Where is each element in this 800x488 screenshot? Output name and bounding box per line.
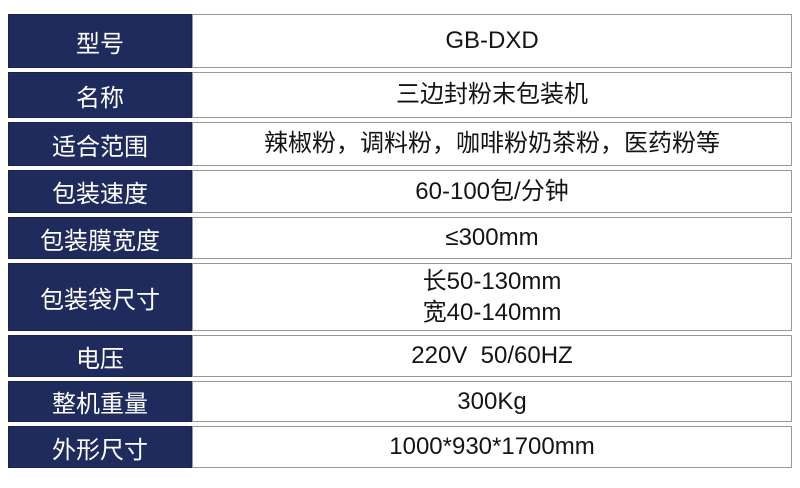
row-value-bag-size: 长50-130mm 宽40-140mm: [192, 263, 792, 331]
row-value-film-width: ≤300mm: [192, 217, 792, 259]
table-row: 电压 220V 50/60HZ: [8, 335, 792, 377]
row-label-bag-size: 包装袋尺寸: [8, 263, 192, 331]
table-row: 外形尺寸 1000*930*1700mm: [8, 426, 792, 468]
row-value-packing-speed: 60-100包/分钟: [192, 170, 792, 213]
row-value-machine-weight: 300Kg: [192, 381, 792, 422]
table-row: 适合范围 辣椒粉，调料粉，咖啡粉奶茶粉，医药粉等: [8, 122, 792, 166]
table-row: 包装膜宽度 ≤300mm: [8, 217, 792, 259]
row-label-suitable-range: 适合范围: [8, 122, 192, 166]
row-value-voltage: 220V 50/60HZ: [192, 335, 792, 377]
row-label-film-width: 包装膜宽度: [8, 217, 192, 259]
table-row: 型号 GB-DXD: [8, 14, 792, 68]
table-row: 整机重量 300Kg: [8, 381, 792, 422]
row-value-outer-dimensions: 1000*930*1700mm: [192, 426, 792, 468]
row-value-name: 三边封粉末包装机: [192, 72, 792, 118]
row-label-voltage: 电压: [8, 335, 192, 377]
row-value-model: GB-DXD: [192, 14, 792, 68]
table-row: 包装袋尺寸 长50-130mm 宽40-140mm: [8, 263, 792, 331]
row-label-model: 型号: [8, 14, 192, 68]
table-row: 名称 三边封粉末包装机: [8, 72, 792, 118]
row-value-suitable-range: 辣椒粉，调料粉，咖啡粉奶茶粉，医药粉等: [192, 122, 792, 166]
row-label-packing-speed: 包装速度: [8, 170, 192, 213]
row-label-outer-dimensions: 外形尺寸: [8, 426, 192, 468]
row-label-machine-weight: 整机重量: [8, 381, 192, 422]
spec-table: 型号 GB-DXD 名称 三边封粉末包装机 适合范围 辣椒粉，调料粉，咖啡粉奶茶…: [8, 14, 792, 468]
row-label-name: 名称: [8, 72, 192, 118]
table-row: 包装速度 60-100包/分钟: [8, 170, 792, 213]
